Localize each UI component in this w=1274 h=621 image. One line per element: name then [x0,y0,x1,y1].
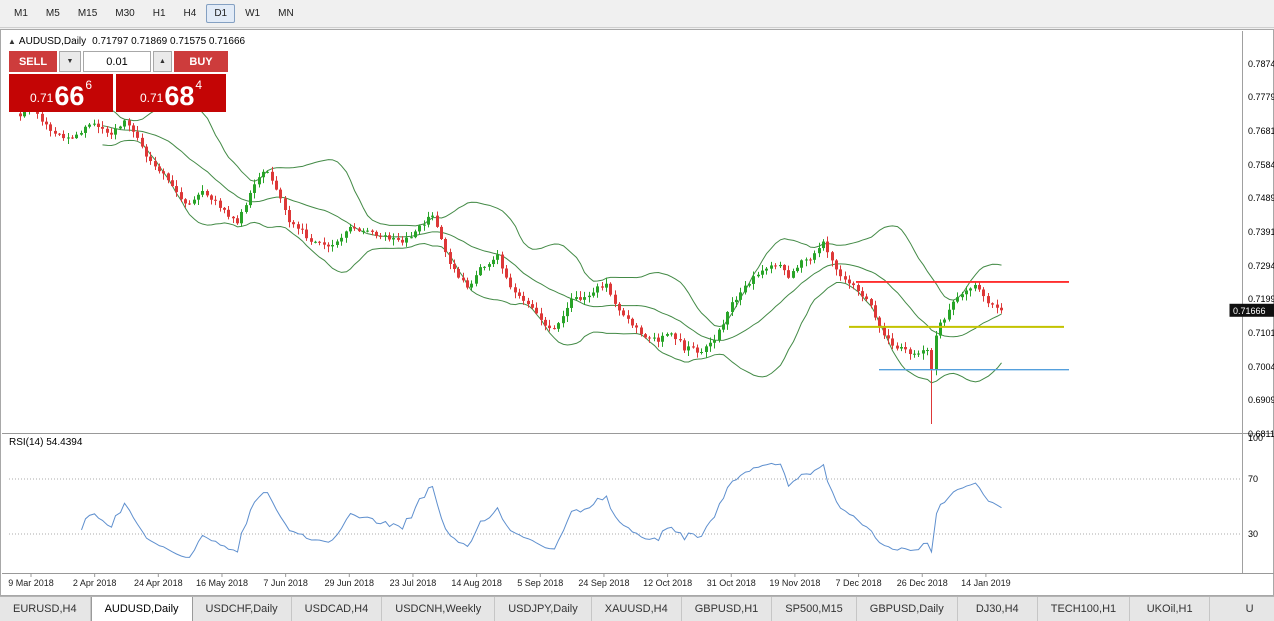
svg-text:0.73915: 0.73915 [1248,227,1274,237]
volume-increase-button[interactable]: ▲ [153,51,172,72]
svg-text:14 Aug 2018: 14 Aug 2018 [451,578,502,588]
buy-button[interactable]: BUY [174,51,228,72]
svg-text:5 Sep 2018: 5 Sep 2018 [517,578,563,588]
svg-text:14 Jan 2019: 14 Jan 2019 [961,578,1011,588]
svg-text:30: 30 [1248,529,1258,539]
svg-text:16 May 2018: 16 May 2018 [196,578,248,588]
chart-tab-xauusd-h4[interactable]: XAUUSD,H4 [591,597,682,621]
sell-price-bigfigure: 0.71 [29,91,54,105]
chart-tab-sp500-m15[interactable]: SP500,M15 [772,597,857,621]
chart-title: ▲ AUDUSD,Daily 0.71797 0.71869 0.71575 0.7… [8,36,245,47]
svg-text:12 Oct 2018: 12 Oct 2018 [643,578,692,588]
svg-text:0.68115: 0.68115 [1248,429,1274,439]
one-click-trade-panel: SELL ▼ 0.01 ▲ BUY 0.71 66 6 0.71 68 4 [9,51,228,112]
chart-tab-ukoil-h1[interactable]: UKOil,H1 [1130,597,1211,621]
trade-panel-prices: 0.71 66 6 0.71 68 4 [9,74,228,112]
svg-text:2 Apr 2018: 2 Apr 2018 [73,578,117,588]
chart-tab-tech100-h1[interactable]: TECH100,H1 [1037,597,1131,621]
chart-tab-gbpusd-daily[interactable]: GBPUSD,Daily [856,597,958,621]
chevron-down-icon: ▼ [66,58,74,65]
trade-panel-controls: SELL ▼ 0.01 ▲ BUY [9,51,228,72]
volume-decrease-button[interactable]: ▼ [59,51,81,72]
svg-text:19 Nov 2018: 19 Nov 2018 [769,578,820,588]
chart-symbol-label: AUDUSD,Daily [18,36,87,47]
svg-text:23 Jul 2018: 23 Jul 2018 [390,578,437,588]
chart-tab-usdcad-h4[interactable]: USDCAD,H4 [291,597,383,621]
chevron-up-icon: ▲ [159,58,166,65]
sell-button[interactable]: SELL [9,51,57,72]
sell-price-pipette: 6 [85,78,93,92]
svg-text:26 Dec 2018: 26 Dec 2018 [897,578,948,588]
svg-text:70: 70 [1248,474,1258,484]
chart-tab-u[interactable]: U [1210,597,1274,621]
sell-price-pips: 66 [54,81,85,111]
svg-text:100: 100 [1248,433,1263,443]
chart-tab-usdchf-daily[interactable]: USDCHF,Daily [192,597,292,621]
buy-price-pipette: 4 [195,78,203,92]
svg-text:7 Jun 2018: 7 Jun 2018 [263,578,308,588]
svg-text:24 Sep 2018: 24 Sep 2018 [578,578,629,588]
timeframe-button-d1[interactable]: D1 [206,4,236,23]
rsi-indicator-label: RSI(14) 54.4394 [9,437,83,448]
chart-tab-gbpusd-h1[interactable]: GBPUSD,H1 [681,597,773,621]
symbol-marker-icon: ▲ [8,37,16,46]
timeframe-button-mn[interactable]: MN [278,8,294,19]
buy-price-bigfigure: 0.71 [139,91,164,105]
svg-text:0.71015: 0.71015 [1248,328,1274,338]
timeframe-button-m1[interactable]: M1 [14,8,28,19]
chart-tab-eurusd-h4[interactable]: EURUSD,H4 [0,597,91,621]
chart-window: ▲ AUDUSD,Daily 0.71797 0.71869 0.71575 0.7… [0,29,1274,596]
timeframe-button-m5[interactable]: M5 [45,8,60,19]
timeframe-button-m30[interactable]: M30 [115,8,135,19]
timeframe-button-w1[interactable]: W1 [245,8,261,19]
svg-text:29 Jun 2018: 29 Jun 2018 [325,578,375,588]
svg-text:0.76815: 0.76815 [1248,126,1274,136]
volume-input[interactable]: 0.01 [83,51,151,72]
svg-text:7 Dec 2018: 7 Dec 2018 [836,578,882,588]
chart-tab-dj30-h4[interactable]: DJ30,H4 [957,597,1038,621]
chart-tab-audusd-daily[interactable]: AUDUSD,Daily [90,597,193,621]
chart-ohlc-values: 0.71797 0.71869 0.71575 0.71666 [92,36,246,47]
svg-text:9 Mar 2018: 9 Mar 2018 [8,578,54,588]
timeframe-button-m15[interactable]: M15 [77,8,98,19]
chart-tab-usdcnh-weekly[interactable]: USDCNH,Weekly [382,597,496,621]
timeframe-button-h4[interactable]: H4 [183,8,197,19]
svg-text:31 Oct 2018: 31 Oct 2018 [707,578,756,588]
buy-price-display[interactable]: 0.71 68 4 [116,74,226,112]
timeframe-toolbar: M1 M5 M15 M30 H1 H4 D1 W1 MN [0,0,1274,28]
buy-price-pips: 68 [164,81,195,111]
timeframe-button-h1[interactable]: H1 [152,8,166,19]
svg-text:0.71666: 0.71666 [1233,306,1266,316]
sell-price-display[interactable]: 0.71 66 6 [9,74,113,112]
chart-tab-usdjpy-daily[interactable]: USDJPY,Daily [495,597,592,621]
chart-tab-bar: EURUSD,H4 AUDUSD,Daily USDCHF,Daily USDCAD,… [0,596,1274,621]
svg-text:24 Apr 2018: 24 Apr 2018 [134,578,183,588]
